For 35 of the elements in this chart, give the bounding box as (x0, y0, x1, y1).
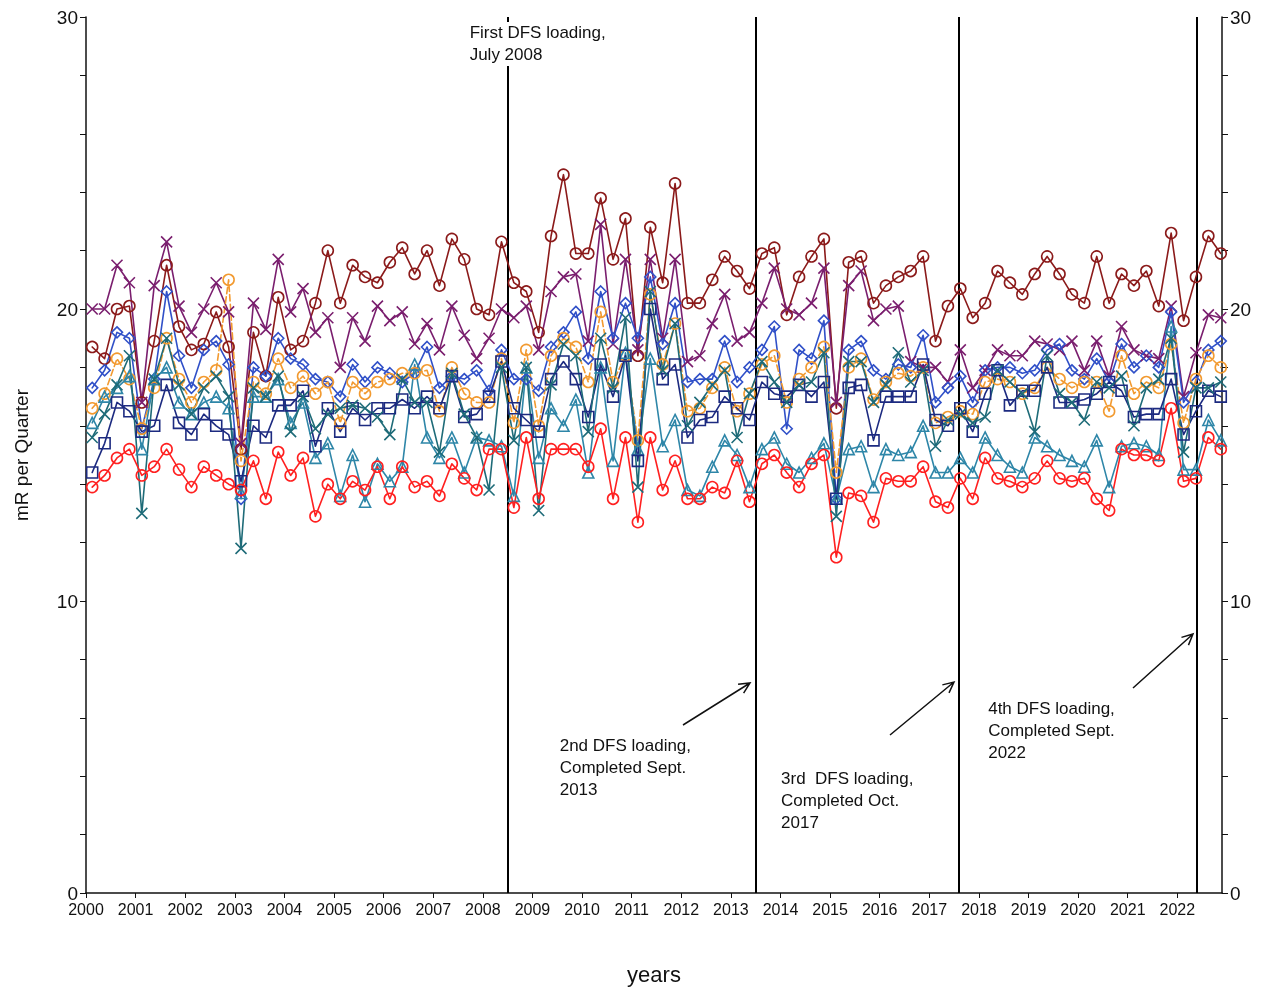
x-axis-title: years (627, 961, 681, 987)
x-tick-label: 2018 (961, 900, 997, 918)
x-tick-label: 2007 (415, 900, 452, 918)
y-tick-label: 20 (56, 298, 78, 320)
x-tick-label: 2010 (564, 900, 600, 918)
y2-tick-label: 20 (1230, 298, 1252, 320)
x-tick-label: 2006 (365, 900, 402, 918)
x-tick-label: 2013 (713, 900, 749, 918)
x-tick-label: 2011 (614, 900, 649, 918)
x-tick-label: 2003 (217, 900, 253, 918)
x-tick-label: 2004 (266, 900, 303, 918)
x-tick-label: 2021 (1109, 900, 1146, 918)
ref-line-label: 3rd DFS loading, Completed Oct. 2017 (781, 768, 932, 834)
x-tick-label: 2019 (1010, 900, 1047, 918)
y-axis-title: mR per Quarter (11, 388, 32, 521)
x-tick-label: 2008 (465, 900, 501, 918)
ref-line-label: First DFS loading, July 2008 (469, 22, 628, 66)
x-tick-label: 2009 (514, 900, 551, 918)
x-tick-label: 2022 (1159, 900, 1196, 918)
x-tick-label: 2012 (663, 900, 700, 918)
x-tick-label: 2014 (762, 900, 799, 918)
x-tick-label: 2016 (861, 900, 898, 918)
y-tick-label: 10 (56, 590, 78, 612)
x-tick-label: 2005 (316, 900, 352, 918)
x-tick-label: 2015 (812, 900, 848, 918)
y2-tick-label: 30 (1230, 6, 1252, 28)
x-tick-label: 2001 (117, 900, 154, 918)
ref-line-label: 2nd DFS loading, Completed Sept. 2013 (559, 735, 710, 801)
x-tick-label: 2002 (167, 900, 204, 918)
y2-tick-label: 10 (1230, 590, 1252, 612)
x-tick-label: 2020 (1060, 900, 1097, 918)
x-tick-label: 2017 (911, 900, 948, 918)
ref-line-label: 4th DFS loading, Completed Sept. 2022 (988, 698, 1139, 764)
y2-tick-label: 0 (1230, 882, 1241, 904)
y-tick-label: 30 (56, 6, 78, 28)
